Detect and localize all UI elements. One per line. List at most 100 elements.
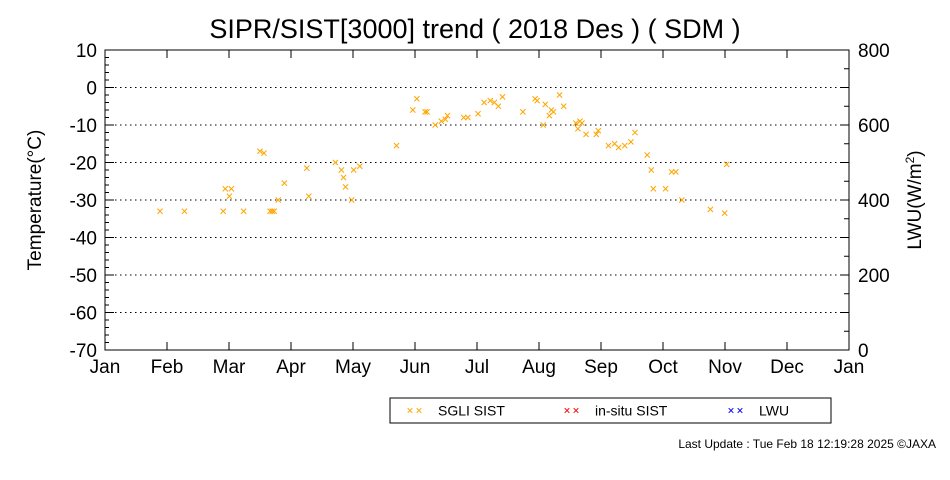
data-point	[438, 118, 445, 125]
data-point	[487, 97, 494, 104]
legend-label: in-situ SIST	[595, 403, 668, 419]
data-point	[621, 142, 628, 149]
x-tick-label: Jun	[400, 357, 431, 378]
data-point	[338, 167, 345, 173]
legend-label: SGLI SIST	[438, 403, 505, 419]
data-point	[540, 122, 547, 128]
data-point	[707, 206, 714, 213]
data-point	[181, 208, 188, 215]
data-point	[432, 122, 439, 128]
data-point	[572, 120, 579, 127]
y2-axis-label-sup: 2	[903, 156, 917, 163]
data-point	[495, 103, 502, 110]
chart-title: SIPR/SIST[3000] trend ( 2018 Des ) ( SDM…	[209, 14, 740, 44]
data-points	[157, 92, 730, 217]
data-point	[393, 142, 400, 149]
data-point	[413, 95, 420, 102]
legend-label: LWU	[759, 403, 789, 419]
y-tick-label: 10	[76, 41, 97, 62]
data-point	[632, 129, 638, 136]
tick-marks	[104, 49, 850, 351]
data-point	[226, 193, 233, 200]
data-point	[678, 197, 685, 203]
data-point	[348, 197, 355, 203]
data-point	[220, 208, 227, 215]
data-point	[723, 161, 730, 168]
data-point	[579, 120, 585, 127]
data-point	[662, 185, 669, 192]
data-point	[583, 131, 590, 138]
y2-tick-label: 200	[858, 266, 890, 287]
x-tick-label: Oct	[648, 357, 678, 378]
x-tick-label: May	[335, 357, 371, 378]
data-point	[560, 103, 567, 110]
data-point	[261, 150, 267, 157]
x-tick-label: Sep	[584, 357, 618, 378]
y-axis-label: Temperature(°C)	[25, 130, 46, 271]
y-tick-labels: 10 0 -10 -20 -30 -40 -50 -60 -70	[70, 41, 97, 362]
grid-lines	[105, 87, 849, 313]
x-tick-label: Feb	[151, 357, 184, 378]
data-point	[593, 131, 600, 138]
y2-axis-label-end: )	[905, 150, 926, 156]
data-point	[644, 152, 651, 158]
data-point	[627, 138, 634, 145]
data-point	[444, 112, 451, 119]
x-tick-label: Aug	[522, 357, 556, 378]
data-point	[648, 167, 655, 173]
data-point	[615, 144, 622, 151]
data-point	[305, 193, 312, 200]
y-tick-label: 0	[86, 79, 97, 100]
legend-items: SGLI SIST in-situ SIST LWU	[407, 403, 789, 419]
data-point	[721, 210, 728, 217]
data-point	[475, 110, 481, 117]
data-point	[340, 174, 347, 181]
legend-marker	[728, 407, 734, 414]
y-tick-label: -40	[70, 229, 97, 250]
legend-marker	[407, 407, 413, 414]
y-tick-label: -50	[70, 266, 97, 287]
data-point	[356, 163, 363, 170]
data-point	[256, 148, 263, 155]
y-tick-label: -70	[70, 341, 97, 362]
data-point	[519, 108, 526, 115]
y-tick-label: -60	[70, 304, 97, 325]
x-tick-label: Jan	[90, 357, 121, 378]
legend-marker	[737, 407, 743, 414]
y2-axis-label: LWU(W/m2)	[903, 150, 926, 249]
data-point	[672, 168, 679, 175]
data-point	[422, 108, 428, 115]
data-point	[481, 99, 488, 106]
legend-marker	[573, 407, 579, 414]
y2-tick-label: 0	[858, 341, 869, 362]
y2-tick-label: 400	[858, 191, 890, 212]
data-point	[275, 197, 282, 203]
data-point	[350, 167, 357, 173]
y2-axis-label-main: LWU(W/m	[905, 163, 926, 249]
data-point	[157, 208, 163, 215]
data-point	[424, 108, 431, 115]
data-point	[269, 208, 276, 215]
plot-frame	[104, 49, 850, 351]
legend: SGLI SIST in-situ SIST LWU	[389, 397, 832, 424]
data-point	[442, 116, 449, 123]
legend-marker	[416, 407, 422, 414]
y-tick-label: -20	[70, 154, 97, 175]
x-tick-labels: Jan Feb Mar Apr May Jun Jul Aug Sep Oct Nov Dec Jan	[90, 357, 865, 378]
y2-tick-labels: 800 600 400 200 0	[858, 41, 890, 362]
y-tick-label: -30	[70, 191, 97, 212]
data-point	[332, 159, 339, 166]
data-point	[342, 183, 349, 190]
x-tick-label: Apr	[276, 357, 306, 378]
data-point	[271, 208, 278, 215]
legend-marker	[564, 407, 570, 414]
data-point	[556, 92, 563, 98]
data-point	[464, 114, 471, 121]
x-tick-label: Jan	[834, 357, 865, 378]
data-point	[595, 127, 602, 134]
legend-box	[389, 397, 832, 424]
data-point	[605, 142, 612, 149]
data-point	[550, 108, 557, 115]
data-point	[542, 101, 549, 108]
